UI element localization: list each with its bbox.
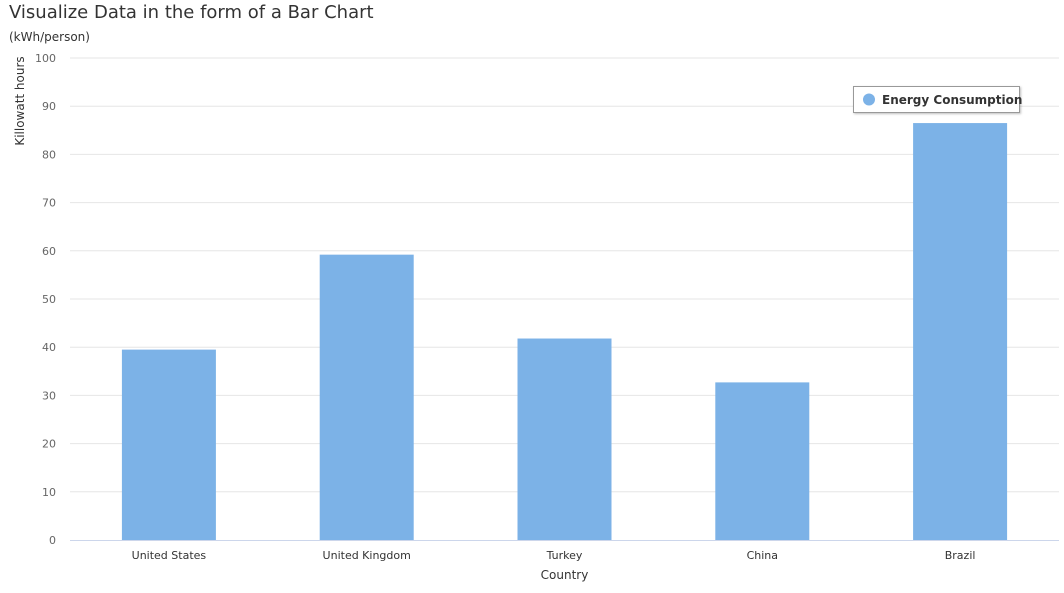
y-tick-label: 100 — [35, 52, 56, 65]
legend-box — [853, 86, 1020, 113]
x-axis-ticks: United States United Kingdom Turkey China Br… — [132, 549, 976, 562]
bar[interactable] — [913, 123, 1008, 540]
y-tick-label: 40 — [42, 341, 56, 354]
chart-title: Visualize Data in the form of a Bar Char… — [9, 2, 374, 23]
chart-subtitle: (kWh/person) — [9, 30, 90, 44]
bar[interactable] — [121, 349, 216, 540]
grid-lines — [70, 57, 1059, 493]
x-tick-label: China — [747, 549, 778, 562]
legend-item-energy-consumption[interactable]: Energy Consumption — [882, 93, 1022, 107]
legend[interactable]: Energy Consumption — [853, 86, 1023, 113]
y-tick-label: 70 — [42, 197, 56, 210]
y-tick-label: 90 — [42, 100, 56, 113]
x-axis-label: Country — [541, 568, 589, 582]
x-tick-label: Brazil — [945, 549, 976, 562]
x-tick-label: United States — [132, 549, 207, 562]
y-tick-label: 50 — [42, 293, 56, 306]
y-axis-ticks: 0 10 20 30 40 50 60 70 80 90 100 — [35, 52, 56, 547]
x-tick-label: United Kingdom — [323, 549, 411, 562]
y-tick-label: 20 — [42, 438, 56, 451]
y-tick-label: 0 — [49, 534, 56, 547]
y-tick-label: 10 — [42, 486, 56, 499]
y-tick-label: 80 — [42, 148, 56, 161]
bar[interactable] — [319, 254, 414, 540]
bars — [121, 123, 1008, 540]
y-tick-label: 60 — [42, 245, 56, 258]
y-tick-label: 30 — [42, 389, 56, 402]
bar[interactable] — [715, 382, 810, 540]
x-tick-label: Turkey — [546, 549, 583, 562]
bar[interactable] — [517, 338, 612, 540]
legend-marker — [863, 93, 875, 106]
y-axis-label: Killowatt hours — [13, 56, 27, 145]
